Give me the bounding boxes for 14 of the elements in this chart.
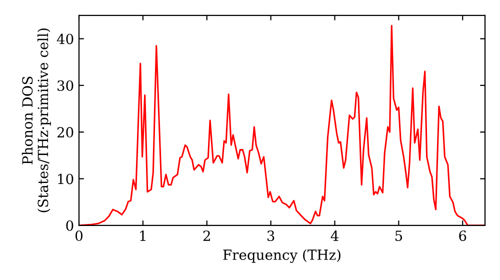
y-tick-label: 10 [58, 174, 74, 184]
x-tick-label: 0 [75, 230, 82, 242]
y-tick-label: 0 [66, 220, 74, 231]
x-tick-label: 4 [330, 230, 338, 241]
x-tick-label: 1 [140, 230, 146, 241]
x-tick-label: 2 [203, 230, 210, 241]
y-tick-label: 40 [56, 34, 74, 44]
y-tick-label: 20 [57, 127, 74, 138]
x-axis-title: Frequency (THz) [223, 249, 340, 263]
x-tick-label: 3 [267, 230, 274, 242]
x-tick-label: 6 [459, 230, 466, 242]
y-axis-title: Phonon DOS (States/THz·primitive cell) [22, 28, 51, 212]
x-tick-label: 5 [395, 230, 402, 242]
y-tick-label: 30 [58, 80, 74, 91]
